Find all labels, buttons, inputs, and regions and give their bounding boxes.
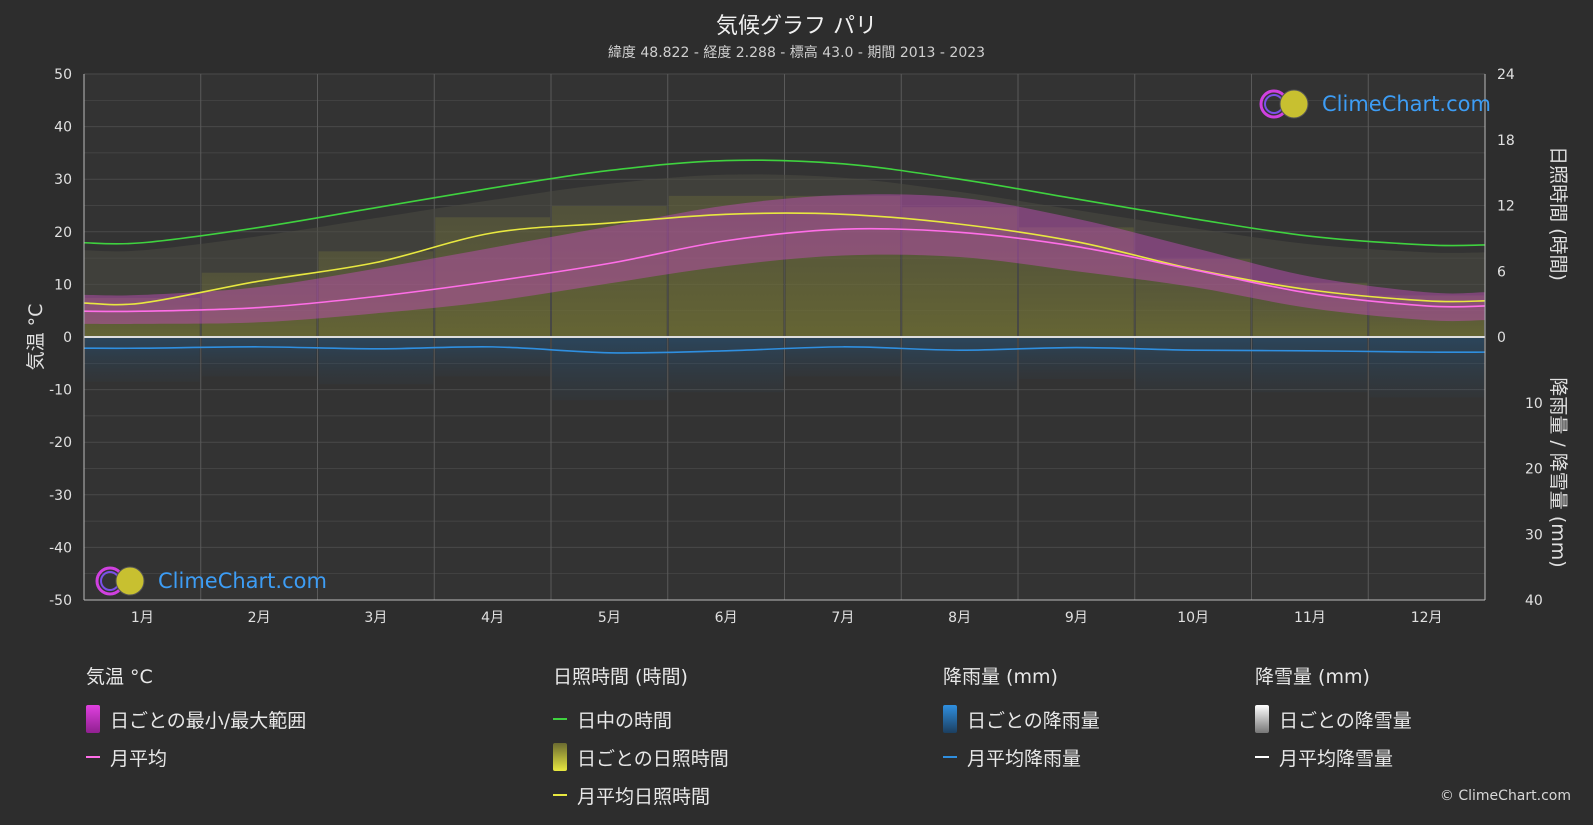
sunshine-daily-bar <box>1019 227 1134 337</box>
legend-head-sunshine: 日照時間 (時間) <box>553 666 688 688</box>
y-axis-label: 気温 °C <box>25 304 47 371</box>
rain-daily-bar <box>201 337 317 377</box>
y-tick-label: -30 <box>49 488 72 504</box>
sunshine-daily-bar <box>318 251 434 337</box>
snow-daily-swatch <box>1255 705 1269 733</box>
sunshine-daily-bar <box>435 217 550 337</box>
legend-item: 月平均降雪量 <box>1279 747 1394 770</box>
sunshine-daily-bar <box>552 205 667 337</box>
rain-daily-bar <box>435 337 550 377</box>
climate-chart: 50 40 30 20 10 0 -10 -20 -30 -40 -50 24 18 12 6 0 10 20 30… <box>25 67 1569 626</box>
sunshine-daily-bar <box>785 195 901 337</box>
copyright: © ClimeChart.com <box>1439 788 1571 804</box>
rain-daily-bar <box>85 337 200 382</box>
legend-item: 日ごとの降雨量 <box>967 709 1100 732</box>
rain-daily-bar <box>668 337 784 393</box>
legend-item: 日中の時間 <box>577 709 673 732</box>
x-tick-label: 4月 <box>481 610 504 626</box>
logo-text: ClimeChart.com <box>1322 92 1491 116</box>
snow-mean-swatch <box>1255 756 1269 758</box>
rain-mean-line <box>83 345 1486 354</box>
logo-text: ClimeChart.com <box>158 569 327 593</box>
sunshine-mean-swatch <box>553 794 567 796</box>
legend-temperature: 気温 °C 日ごとの最小/最大範囲 月平均 <box>86 662 306 776</box>
x-tick-label: 11月 <box>1294 610 1326 626</box>
sunshine-daily-bar <box>668 195 784 337</box>
daylight-envelope <box>84 174 1485 337</box>
x-tick-label: 7月 <box>831 610 854 626</box>
y-tick-label: -20 <box>49 435 72 451</box>
y-tick-label: 20 <box>54 225 72 241</box>
legend-snow: 降雪量 (mm) 日ごとの降雪量 月平均降雪量 <box>1255 662 1412 776</box>
legend-head-temperature: 気温 °C <box>86 666 153 688</box>
rain-daily-swatch <box>943 705 957 733</box>
rain-mean-swatch <box>943 756 957 758</box>
sunshine-daily-bar <box>1252 282 1368 337</box>
chart-subtitle: 緯度 48.822 - 経度 2.288 - 標高 43.0 - 期間 2013… <box>607 45 986 61</box>
legend-item: 月平均日照時間 <box>577 785 711 808</box>
y-tick-label: 0 <box>63 330 72 346</box>
rain-daily-bar <box>902 337 1017 390</box>
legend-sunshine: 日照時間 (時間) 日中の時間 日ごとの日照時間 月平均日照時間 <box>553 662 729 814</box>
x-tick-label: 10月 <box>1177 610 1209 626</box>
temp-mean-swatch <box>86 756 100 758</box>
rain-daily-bar <box>1135 337 1251 390</box>
chart-title: 気候グラフ パリ <box>716 14 877 39</box>
right-tick-label: 24 <box>1497 67 1515 83</box>
x-tick-label: 5月 <box>598 610 621 626</box>
sunshine-mean-line <box>83 212 1486 306</box>
logo-top: ClimeChart.com <box>1258 88 1491 120</box>
right-tick-label: 20 <box>1525 462 1543 478</box>
legend-head-snow: 降雪量 (mm) <box>1255 666 1370 688</box>
right-tick-label: 6 <box>1497 264 1506 280</box>
temperature-range-band <box>84 194 1485 324</box>
x-tick-label: 1月 <box>131 610 154 626</box>
temperature-mean-line <box>83 227 1486 313</box>
daylight-swatch <box>553 718 567 720</box>
right-axis-label-sunshine: 日照時間 (時間) <box>1547 146 1569 281</box>
right-tick-label: 40 <box>1525 593 1543 609</box>
right-tick-label: 30 <box>1525 527 1543 543</box>
legend-item: 月平均 <box>110 747 168 770</box>
right-tick-label: 0 <box>1497 330 1506 346</box>
x-tick-label: 8月 <box>948 610 971 626</box>
rain-daily-bar <box>1369 337 1484 398</box>
legend-item: 月平均降雨量 <box>967 747 1082 770</box>
temp-range-swatch <box>86 705 100 733</box>
logo-bottom: ClimeChart.com <box>94 565 327 597</box>
legend-head-rain: 降雨量 (mm) <box>943 666 1058 688</box>
x-tick-label: 6月 <box>715 610 738 626</box>
y-tick-label: 50 <box>54 67 72 83</box>
right-axis-label-precip: 降雨量 / 降雪量 (mm) <box>1547 377 1569 567</box>
rain-daily-bar <box>552 337 667 401</box>
climechart-logo-icon <box>95 566 145 596</box>
y-tick-label: -10 <box>49 383 72 399</box>
y-tick-label: 40 <box>54 120 72 136</box>
y-tick-label: 30 <box>54 172 72 188</box>
rain-daily-bar <box>1019 337 1134 380</box>
rain-daily-bar <box>1252 337 1368 393</box>
x-tick-label: 12月 <box>1411 610 1443 626</box>
sunshine-daily-bar <box>1135 258 1251 337</box>
daylight-line <box>83 159 1486 247</box>
legend-item: 日ごとの日照時間 <box>577 747 729 770</box>
y-tick-label: 10 <box>54 277 72 293</box>
rain-daily-bar <box>785 337 901 377</box>
rain-daily-bar <box>318 337 434 385</box>
legend-item: 日ごとの降雪量 <box>1279 709 1412 732</box>
right-tick-label: 10 <box>1525 396 1543 412</box>
sunshine-daily-swatch <box>553 743 567 771</box>
right-tick-label: 18 <box>1497 133 1515 149</box>
y-tick-label: -40 <box>49 540 72 556</box>
x-tick-label: 9月 <box>1065 610 1088 626</box>
right-tick-label: 12 <box>1497 199 1515 215</box>
y-tick-label: -50 <box>49 593 72 609</box>
legend-item: 日ごとの最小/最大範囲 <box>110 709 307 732</box>
climechart-logo-icon <box>1259 89 1309 119</box>
x-tick-label: 2月 <box>248 610 271 626</box>
x-tick-label: 3月 <box>364 610 387 626</box>
legend-rain: 降雨量 (mm) 日ごとの降雨量 月平均降雨量 <box>943 662 1100 776</box>
